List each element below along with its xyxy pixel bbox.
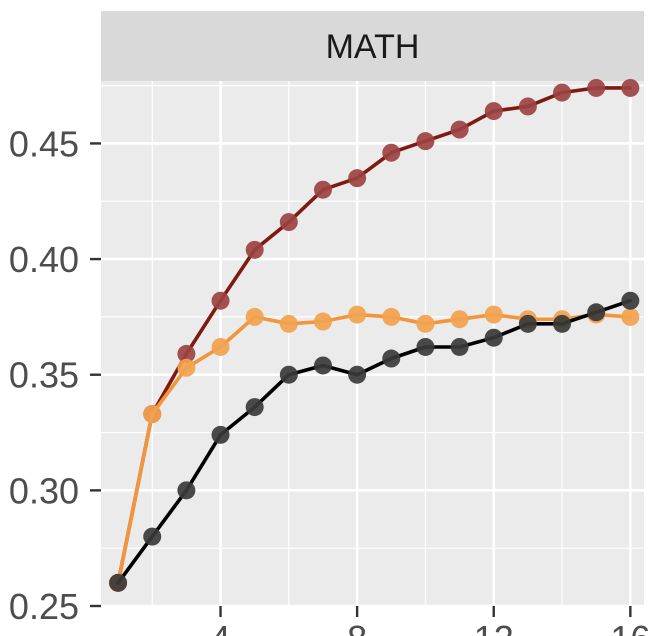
- data-point: [382, 307, 401, 326]
- data-point: [211, 425, 230, 444]
- data-point: [279, 213, 298, 232]
- facet-strip: MATH: [101, 11, 644, 81]
- data-point: [450, 337, 469, 356]
- data-point: [621, 78, 640, 97]
- data-point: [416, 132, 435, 151]
- series-line: [116, 312, 633, 585]
- data-point: [348, 305, 367, 324]
- data-point: [279, 365, 298, 384]
- data-point: [245, 398, 264, 417]
- data-point: [621, 307, 640, 326]
- data-point: [484, 328, 503, 347]
- data-point: [143, 527, 162, 546]
- data-point: [382, 143, 401, 162]
- y-tick-label: 0.40: [9, 239, 79, 280]
- data-point: [177, 344, 196, 363]
- x-tick-label: 8: [347, 618, 367, 636]
- data-point: [313, 356, 332, 375]
- data-point: [348, 169, 367, 188]
- series-layer: [109, 78, 640, 592]
- data-point: [518, 97, 537, 116]
- data-point: [450, 310, 469, 329]
- x-tick-label: 4: [211, 618, 231, 636]
- data-point: [313, 312, 332, 331]
- data-point: [553, 314, 572, 333]
- series-3: [109, 291, 640, 592]
- data-point: [450, 120, 469, 139]
- data-point: [416, 337, 435, 356]
- x-tick-label: 16: [610, 618, 650, 636]
- data-point: [621, 291, 640, 310]
- data-point: [245, 240, 264, 259]
- facet-strip-background: [101, 11, 644, 81]
- data-point: [382, 349, 401, 368]
- data-point: [348, 365, 367, 384]
- series-1: [109, 78, 640, 592]
- data-point: [484, 305, 503, 324]
- data-point: [177, 481, 196, 500]
- y-tick-label: 0.25: [9, 586, 79, 627]
- data-point: [245, 307, 264, 326]
- x-tick-label: 12: [474, 618, 514, 636]
- data-point: [587, 303, 606, 322]
- data-point: [279, 314, 298, 333]
- data-point: [518, 314, 537, 333]
- data-point: [484, 102, 503, 121]
- data-point: [211, 291, 230, 310]
- series-line: [116, 86, 633, 585]
- y-tick-label: 0.30: [9, 470, 79, 511]
- data-point: [211, 337, 230, 356]
- series-line: [116, 298, 633, 585]
- data-point: [416, 314, 435, 333]
- data-point: [313, 180, 332, 199]
- axes: 0.25 0.30 0.35 0.40 0.45 4 8 12 16: [9, 123, 650, 636]
- facet-title: MATH: [326, 28, 420, 66]
- y-tick-label: 0.35: [9, 355, 79, 396]
- data-point: [177, 358, 196, 377]
- data-point: [143, 405, 162, 424]
- data-point: [109, 573, 128, 592]
- data-point: [587, 78, 606, 97]
- data-point: [553, 83, 572, 102]
- y-tick-label: 0.45: [9, 123, 79, 164]
